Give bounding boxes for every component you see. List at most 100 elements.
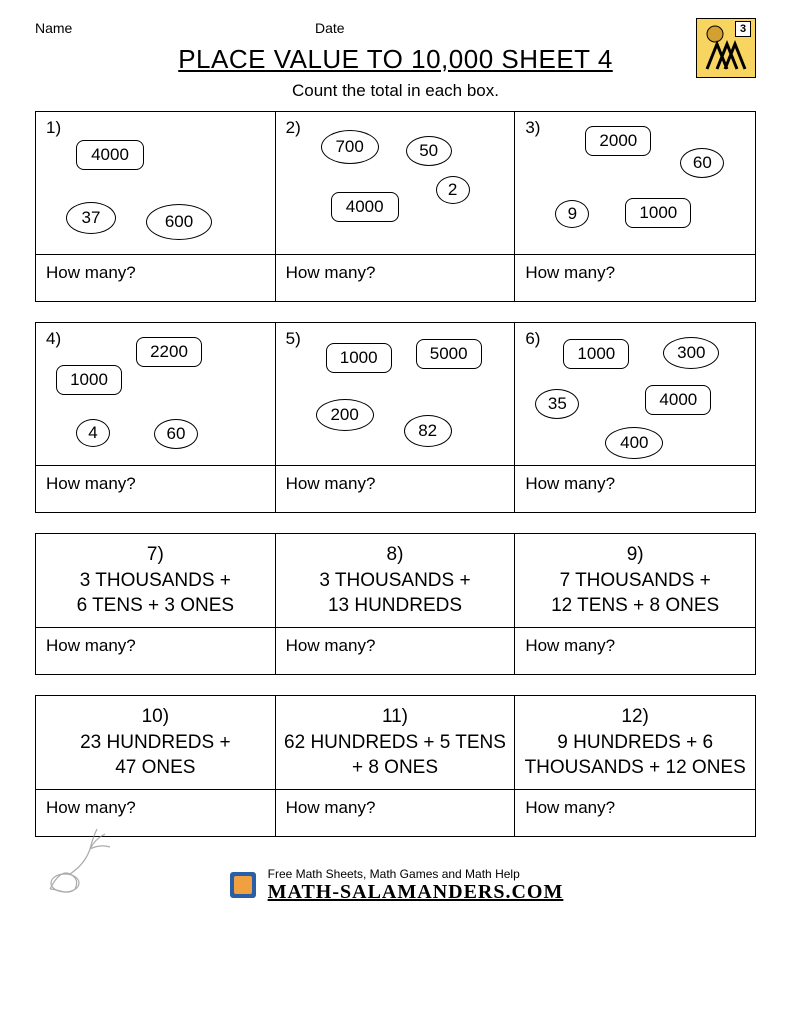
number-oval: 2	[436, 176, 470, 204]
number-oval: 35	[535, 389, 579, 419]
question-shape-area: 2) 700 504000 2	[276, 112, 515, 255]
question-cell: 6) 1000 300 35 4000 400 How many?	[515, 323, 755, 512]
number-box: 1000	[56, 365, 122, 395]
question-line: 47 ONES	[42, 755, 269, 781]
question-cell: 12)9 HUNDREDS + 6THOUSANDS + 12 ONESHow …	[515, 696, 755, 836]
question-line: 3 THOUSANDS +	[42, 568, 269, 594]
number-box: 2000	[585, 126, 651, 156]
question-number: 6)	[525, 329, 540, 349]
question-cell: 8)3 THOUSANDS +13 HUNDREDSHow many?	[276, 534, 516, 674]
answer-prompt: How many?	[515, 790, 755, 836]
number-box: 5000	[416, 339, 482, 369]
question-cell: 10)23 HUNDREDS +47 ONESHow many?	[36, 696, 276, 836]
footer-site: MATH-SALAMANDERS.COM	[268, 881, 564, 904]
name-label: Name	[35, 20, 315, 36]
question-shape-area: 4)22001000460	[36, 323, 275, 466]
question-number: 7)	[42, 542, 269, 568]
answer-prompt: How many?	[276, 790, 515, 836]
question-number: 4)	[46, 329, 61, 349]
number-oval: 82	[404, 415, 452, 447]
number-oval: 9	[555, 200, 589, 228]
grade-number: 3	[735, 21, 751, 37]
page-subtitle: Count the total in each box.	[35, 81, 756, 101]
question-line: 23 HUNDREDS +	[42, 730, 269, 756]
number-box: 4000	[76, 140, 144, 170]
number-box: 2200	[136, 337, 202, 367]
answer-prompt: How many?	[276, 628, 515, 674]
question-number: 8)	[282, 542, 509, 568]
question-line: 6 TENS + 3 ONES	[42, 593, 269, 619]
date-label: Date	[315, 20, 345, 36]
answer-prompt: How many?	[36, 255, 275, 301]
question-text: 9)7 THOUSANDS +12 TENS + 8 ONES	[515, 534, 755, 628]
question-line: 13 HUNDREDS	[282, 593, 509, 619]
question-cell: 5) 1000 5000 200 82 How many?	[276, 323, 516, 512]
question-line: 62 HUNDREDS + 5 TENS	[282, 730, 509, 756]
answer-prompt: How many?	[276, 255, 515, 301]
number-box: 1000	[563, 339, 629, 369]
question-number: 5)	[286, 329, 301, 349]
question-cell: 2) 700 504000 2 How many?	[276, 112, 516, 301]
question-shape-area: 6) 1000 300 35 4000 400	[515, 323, 755, 466]
question-text: 11)62 HUNDREDS + 5 TENS+ 8 ONES	[276, 696, 515, 790]
footer-logo-icon	[228, 870, 258, 900]
question-line: THOUSANDS + 12 ONES	[521, 755, 749, 781]
question-line: 7 THOUSANDS +	[521, 568, 749, 594]
question-shape-area: 1) 4000 37 600	[36, 112, 275, 255]
question-shape-area: 5) 1000 5000 200 82	[276, 323, 515, 466]
footer-tagline: Free Math Sheets, Math Games and Math He…	[268, 867, 564, 881]
number-box: 1000	[326, 343, 392, 373]
question-cell: 4)22001000460How many?	[36, 323, 276, 512]
answer-prompt: How many?	[515, 466, 755, 512]
number-box: 4000	[331, 192, 399, 222]
salamander-icon	[35, 819, 125, 899]
number-oval: 200	[316, 399, 374, 431]
number-box: 4000	[645, 385, 711, 415]
question-number: 12)	[521, 704, 749, 730]
question-cell: 3) 2000 60 9 1000 How many?	[515, 112, 755, 301]
question-number: 9)	[521, 542, 749, 568]
number-oval: 50	[406, 136, 452, 166]
question-row-1: 1)400037600How many?2)7005040002How many…	[35, 111, 756, 302]
question-line: 9 HUNDREDS + 6	[521, 730, 749, 756]
question-text: 10)23 HUNDREDS +47 ONES	[36, 696, 275, 790]
question-line: + 8 ONES	[282, 755, 509, 781]
question-cell: 11)62 HUNDREDS + 5 TENS+ 8 ONESHow many?	[276, 696, 516, 836]
answer-prompt: How many?	[276, 466, 515, 512]
footer-text: Free Math Sheets, Math Games and Math He…	[268, 867, 564, 904]
number-box: 1000	[625, 198, 691, 228]
number-oval: 4	[76, 419, 110, 447]
question-row-2: 4)22001000460How many?5)1000500020082How…	[35, 322, 756, 513]
number-oval: 300	[663, 337, 719, 369]
question-number: 11)	[282, 704, 509, 730]
question-number: 10)	[42, 704, 269, 730]
answer-prompt: How many?	[515, 255, 755, 301]
number-oval: 600	[146, 204, 212, 240]
footer: Free Math Sheets, Math Games and Math He…	[35, 867, 756, 904]
question-text: 12)9 HUNDREDS + 6THOUSANDS + 12 ONES	[515, 696, 755, 790]
question-text: 7)3 THOUSANDS +6 TENS + 3 ONES	[36, 534, 275, 628]
worksheet-page: 3 Name Date PLACE VALUE TO 10,000 SHEET …	[0, 0, 791, 924]
answer-prompt: How many?	[36, 466, 275, 512]
question-line: 3 THOUSANDS +	[282, 568, 509, 594]
question-line: 12 TENS + 8 ONES	[521, 593, 749, 619]
page-title: PLACE VALUE TO 10,000 SHEET 4	[35, 44, 756, 75]
question-cell: 9)7 THOUSANDS +12 TENS + 8 ONESHow many?	[515, 534, 755, 674]
number-oval: 400	[605, 427, 663, 459]
number-oval: 700	[321, 130, 379, 164]
question-text: 8)3 THOUSANDS +13 HUNDREDS	[276, 534, 515, 628]
question-row-3: 7)3 THOUSANDS +6 TENS + 3 ONESHow many?8…	[35, 533, 756, 675]
answer-prompt: How many?	[36, 628, 275, 674]
number-oval: 37	[66, 202, 116, 234]
question-cell: 1) 4000 37 600 How many?	[36, 112, 276, 301]
question-number: 1)	[46, 118, 61, 138]
question-number: 3)	[525, 118, 540, 138]
question-shape-area: 3) 2000 60 9 1000	[515, 112, 755, 255]
question-cell: 7)3 THOUSANDS +6 TENS + 3 ONESHow many?	[36, 534, 276, 674]
answer-prompt: How many?	[515, 628, 755, 674]
header: Name Date	[35, 20, 756, 36]
question-number: 2)	[286, 118, 301, 138]
grade-badge: 3	[696, 18, 756, 78]
number-oval: 60	[680, 148, 724, 178]
question-row-4: 10)23 HUNDREDS +47 ONESHow many?11)62 HU…	[35, 695, 756, 837]
